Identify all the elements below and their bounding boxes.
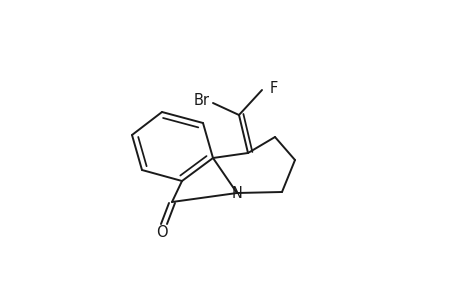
Text: F: F xyxy=(269,80,278,95)
Text: Br: Br xyxy=(194,92,210,107)
Text: O: O xyxy=(156,225,168,240)
Text: N: N xyxy=(231,185,242,200)
